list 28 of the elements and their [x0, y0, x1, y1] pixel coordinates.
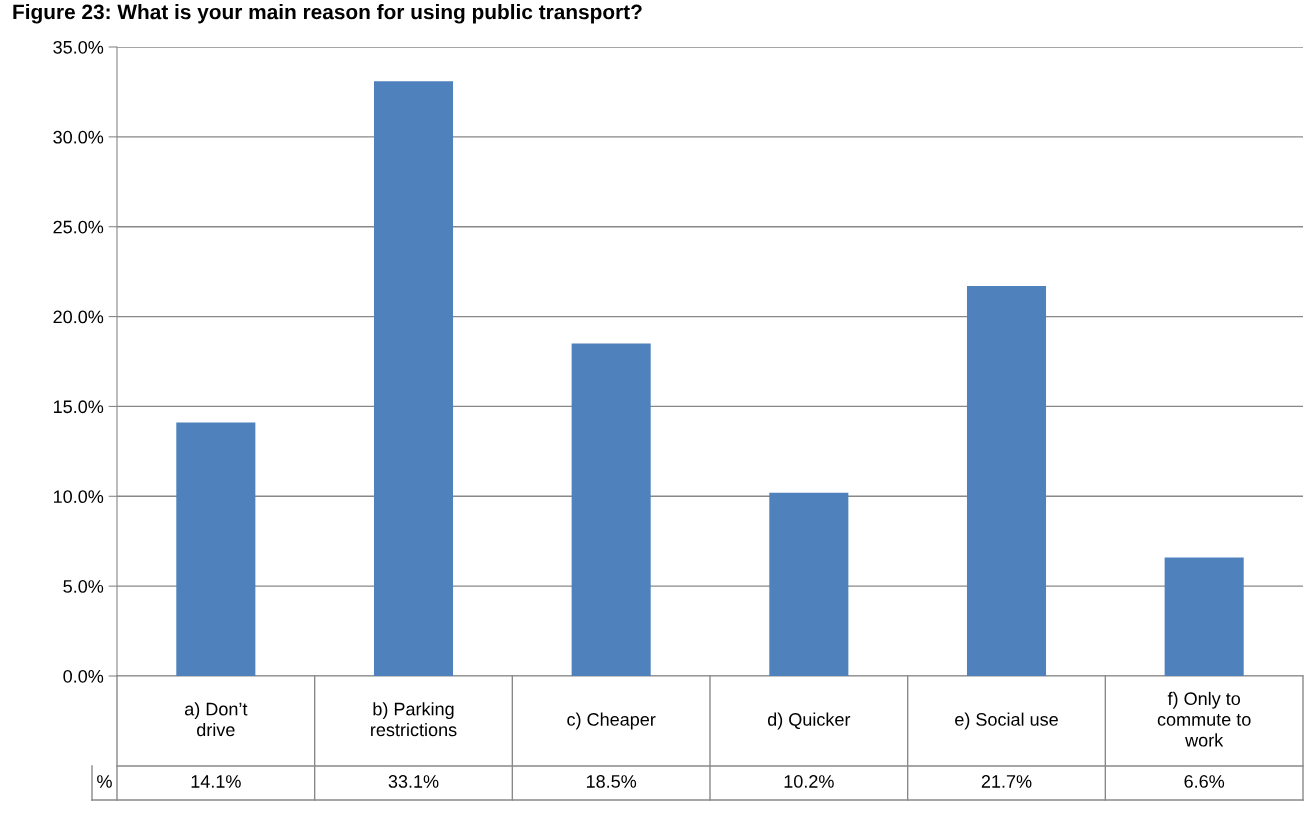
bar [373, 81, 454, 676]
bar [571, 343, 651, 676]
data-label: 10.2% [784, 775, 834, 788]
bar [966, 286, 1047, 676]
x-tick-label: c) Cheaper [567, 712, 656, 730]
text: % [97, 775, 112, 788]
y-tick-label: 10.0% [53, 490, 104, 504]
bar [769, 492, 849, 676]
y-tick-label: 30.0% [53, 130, 104, 144]
x-tick-label: f) Only to commute to work [1157, 691, 1251, 747]
data-label: 33.1% [388, 775, 439, 788]
y-tick-label: 0.0% [63, 669, 104, 683]
y-tick-label: 15.0% [53, 400, 104, 414]
y-tick-label: 20.0% [53, 310, 104, 324]
bar [176, 422, 256, 676]
data-label: 14.1% [191, 775, 241, 788]
data-label: 6.6% [1184, 775, 1225, 788]
data-label: 21.7% [981, 775, 1032, 788]
data-label: 18.5% [586, 775, 637, 788]
y-tick-label: 25.0% [53, 220, 104, 234]
y-tick-label: 35.0% [53, 40, 104, 54]
x-tick-label: e) Social use [955, 712, 1058, 730]
chart-title: Figure 23: What is your main reason for using public transport? [13, 4, 642, 24]
x-tick-label: b) Parking restrictions [371, 702, 457, 737]
bar [1164, 557, 1244, 676]
x-tick-label: a) Don’t drive [184, 702, 248, 737]
x-tick-label: d) Quicker [767, 712, 851, 730]
y-tick-label: 5.0% [63, 580, 104, 593]
